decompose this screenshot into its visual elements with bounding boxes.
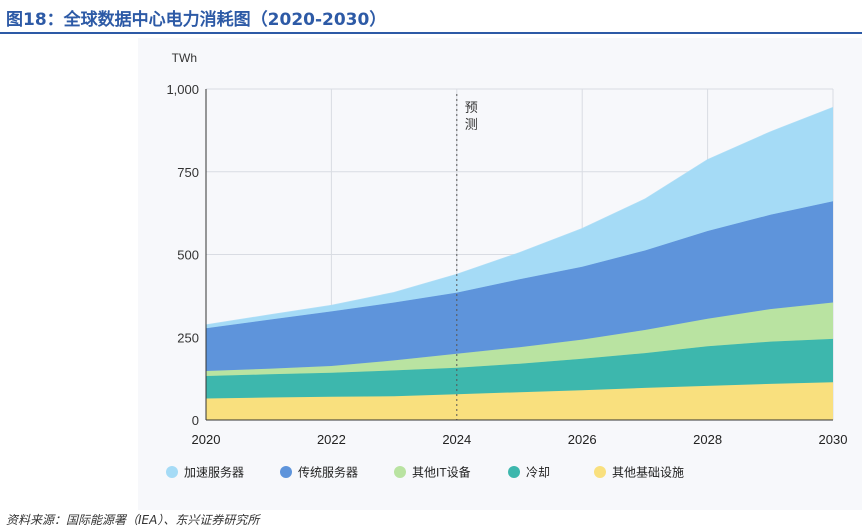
legend-swatch bbox=[280, 466, 292, 478]
source-note: 资料来源：国际能源署（IEA）、东兴证券研究所 bbox=[6, 513, 260, 527]
forecast-label: 测 bbox=[465, 117, 478, 132]
forecast-label: 预 bbox=[465, 100, 478, 115]
legend-swatch bbox=[508, 466, 520, 478]
legend-swatch bbox=[166, 466, 178, 478]
y-tick-label: 500 bbox=[177, 248, 199, 263]
legend-item: 其他基础设施 bbox=[594, 466, 684, 480]
chart-panel: 预测 0 250 500 750 1,000 2020 2022 2024 2026 2028 20… bbox=[138, 38, 862, 510]
y-axis-unit: TWh bbox=[172, 51, 197, 65]
legend-label: 其他IT设备 bbox=[412, 466, 471, 480]
figure-title: 图18：全球数据中心电力消耗图（2020-2030） bbox=[6, 10, 387, 30]
title-divider bbox=[0, 32, 862, 34]
legend-item: 冷却 bbox=[508, 466, 550, 480]
x-tick-label: 2030 bbox=[819, 432, 848, 447]
area-series bbox=[206, 107, 833, 329]
legend-swatch bbox=[394, 466, 406, 478]
x-tick-label: 2022 bbox=[317, 432, 346, 447]
legend-swatch bbox=[594, 466, 606, 478]
area-series bbox=[206, 338, 833, 399]
area-series-edge bbox=[205, 106, 834, 326]
stacked-area-chart: 预测 0 250 500 750 1,000 2020 2022 2024 2026 2028 20… bbox=[166, 51, 848, 480]
area-series bbox=[206, 302, 833, 376]
legend-label: 其他基础设施 bbox=[612, 466, 684, 480]
legend-label: 冷却 bbox=[526, 466, 550, 480]
y-tick-label: 250 bbox=[177, 330, 199, 345]
legend-label: 加速服务器 bbox=[184, 465, 244, 480]
legend-item: 传统服务器 bbox=[280, 465, 358, 480]
y-tick-label: 750 bbox=[177, 165, 199, 180]
area-series bbox=[206, 382, 833, 420]
x-tick-label: 2026 bbox=[568, 432, 597, 447]
x-tick-label: 2020 bbox=[192, 432, 221, 447]
x-tick-label: 2024 bbox=[442, 432, 471, 447]
legend-item: 其他IT设备 bbox=[394, 466, 471, 480]
y-tick-label: 0 bbox=[192, 413, 199, 428]
x-tick-label: 2028 bbox=[693, 432, 722, 447]
area-series bbox=[206, 201, 833, 371]
legend-item: 加速服务器 bbox=[166, 465, 244, 480]
legend-label: 传统服务器 bbox=[298, 465, 358, 480]
y-tick-label: 1,000 bbox=[166, 82, 199, 97]
